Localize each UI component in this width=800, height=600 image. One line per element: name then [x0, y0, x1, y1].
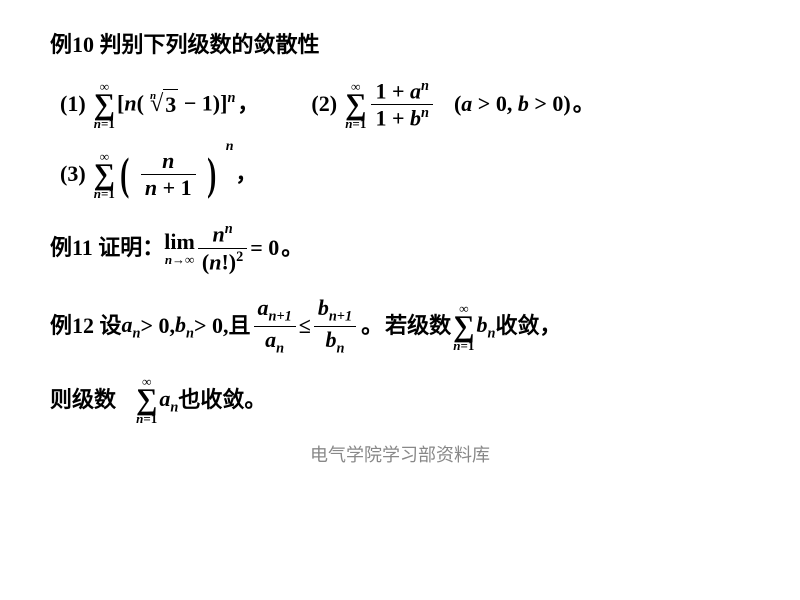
leq: ≤ — [299, 311, 311, 342]
sum-bot: n=1 — [94, 117, 115, 130]
item2-frac: 1 + an 1 + bn — [371, 79, 433, 131]
ex10-row1: (1) ∞ ∑ n=1 [n(n√3 − 1)]n ， (2) ∞ ∑ n=1 … — [60, 79, 750, 131]
lparen-icon: ( — [120, 156, 129, 193]
item2-sum: ∞ ∑ n=1 — [345, 80, 366, 130]
item2-label: (2) — [311, 89, 337, 120]
item3-paren-group: ( n n + 1 ) n — [117, 149, 219, 200]
item1-expr: [n(n√3 − 1)]n — [117, 88, 235, 122]
item1-label: (1) — [60, 89, 86, 120]
rparen-icon: ) — [207, 156, 216, 193]
ex11-row: 例11 证明： lim n→∞ nn (n!)2 = 0 。 — [50, 222, 750, 274]
item2-cond: (a > 0, b > 0) — [454, 89, 571, 120]
item1-sum: ∞ ∑ n=1 — [94, 80, 115, 130]
footer-text: 电气学院学习部资料库 — [50, 443, 750, 468]
ex10-row2: (3) ∞ ∑ n=1 ( n n + 1 ) n ， — [60, 149, 750, 200]
ex12-sum-b: ∞ ∑ n=1 — [453, 302, 474, 352]
ex12-row1: 例12 设 an > 0, bn > 0, 且 an+1 an ≤ bn+1 b… — [50, 296, 750, 357]
bn: bn — [175, 310, 194, 343]
ex12-label: 例12 设 — [50, 311, 122, 342]
ye-shoulian-text: 也收敛。 — [178, 385, 266, 416]
ex11-eq: = 0 — [250, 233, 279, 264]
ex12-sum-a: ∞ ∑ n=1 — [136, 375, 157, 425]
item3-frac: n n + 1 — [141, 149, 196, 200]
ruo-text: 若级数 — [385, 311, 451, 342]
and-text: 且 — [229, 311, 251, 342]
example-10-title: 例10 判别下列级数的敛散性 — [50, 30, 750, 61]
item2-end: 。 — [573, 89, 595, 120]
item3-exp: n — [226, 137, 234, 157]
item3-sum: ∞ ∑ n=1 — [94, 150, 115, 200]
item3-label: (3) — [60, 159, 86, 190]
ze-text: 则级数 — [50, 385, 116, 416]
ex11-end: 。 — [281, 233, 303, 264]
ex11-label: 例11 证明： — [50, 233, 164, 264]
an: an — [122, 310, 141, 343]
limit: lim n→∞ — [164, 231, 195, 266]
nth-root: n√3 — [144, 88, 178, 122]
title-text: 例10 判别下列级数的敛散性 — [50, 30, 320, 61]
sum-sym: ∑ — [94, 93, 115, 117]
shoulian-text: 收敛， — [495, 311, 561, 342]
ex12-row2: 则级数 ∞ ∑ n=1 an 也收敛。 — [50, 375, 750, 425]
frac-den: 1 + bn — [371, 106, 433, 131]
item1-comma: ， — [237, 89, 259, 120]
frac-a-ratio: an+1 an — [254, 296, 296, 357]
ex11-frac: nn (n!)2 — [198, 222, 247, 274]
frac-b-ratio: bn+1 bn — [314, 296, 356, 357]
frac-num: 1 + an — [371, 79, 433, 104]
item3-comma: ， — [236, 159, 258, 190]
